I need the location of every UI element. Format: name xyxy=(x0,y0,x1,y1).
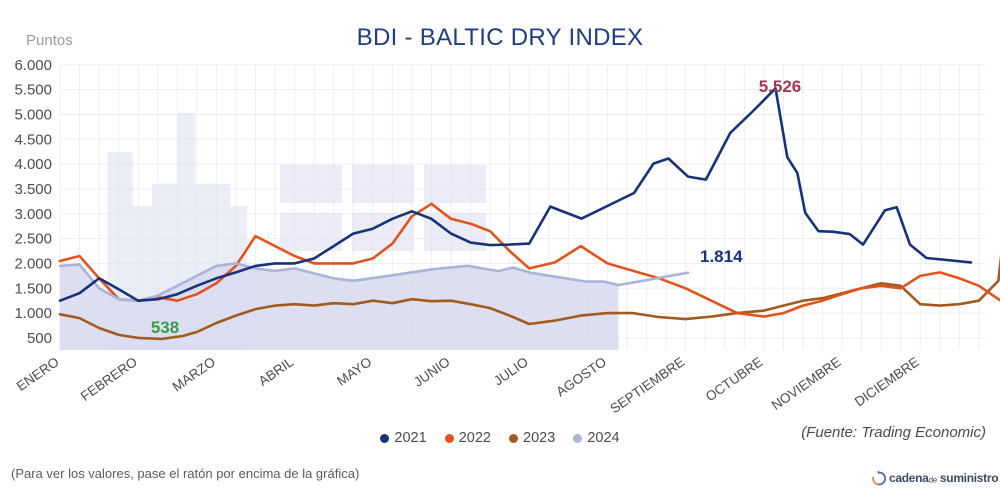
svg-text:cadenade suministro: cadenade suministro xyxy=(889,471,998,485)
svg-text:5.526: 5.526 xyxy=(759,77,802,96)
svg-text:1.814: 1.814 xyxy=(700,247,743,266)
svg-text:538: 538 xyxy=(151,318,179,337)
